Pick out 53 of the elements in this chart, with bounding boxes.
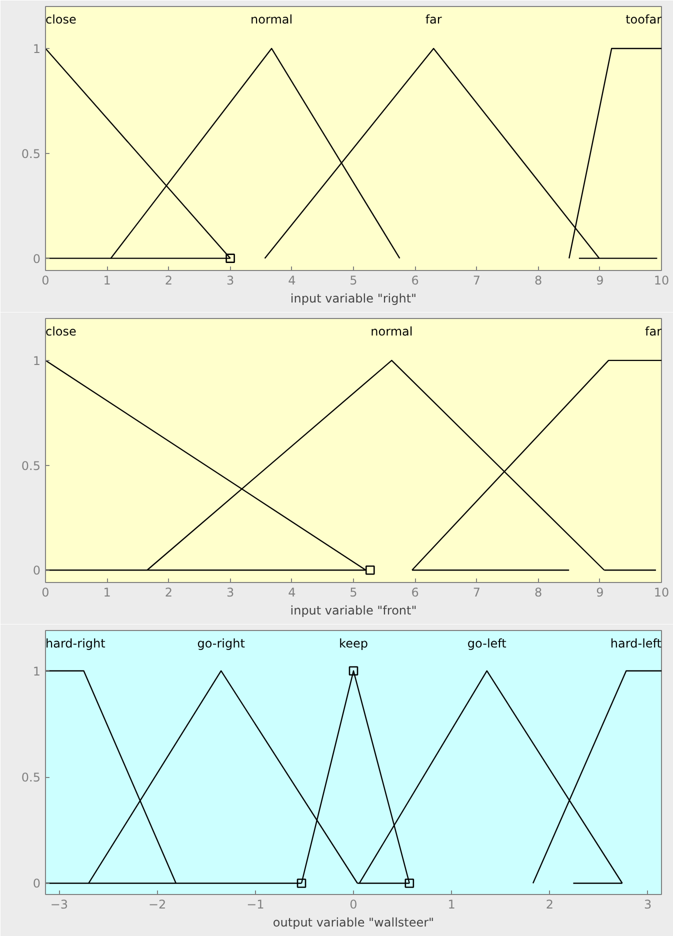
x-tick-label: 6 xyxy=(411,274,419,288)
x-tick-label: 1 xyxy=(103,274,111,288)
x-tick-label: 9 xyxy=(596,586,604,600)
x-tick-label: 1 xyxy=(103,586,111,600)
y-tick-label: 1 xyxy=(32,664,41,678)
x-tick-label: 5 xyxy=(350,274,358,288)
text: normal xyxy=(250,12,293,26)
text: go-right xyxy=(197,636,246,650)
x-tick-label: 10 xyxy=(654,586,670,600)
x-tick-label: 1 xyxy=(448,898,456,912)
x-tick-label: 2 xyxy=(164,586,173,600)
x-tick-label: 8 xyxy=(534,274,542,288)
x-axis-title: output variable "wallsteer" xyxy=(272,916,434,930)
x-tick-label: 5 xyxy=(350,586,358,600)
x-tick-label: 7 xyxy=(472,586,481,600)
x-tick-label: 3 xyxy=(226,274,234,288)
x-tick-label: −3 xyxy=(50,898,68,912)
x-tick-label: −2 xyxy=(148,898,166,912)
x-tick-label: 9 xyxy=(596,274,604,288)
x-tick-label: 4 xyxy=(288,274,296,288)
x-tick-label: 7 xyxy=(472,274,481,288)
x-tick-label: 8 xyxy=(534,586,542,600)
series-label: close xyxy=(46,12,76,26)
series-label: far xyxy=(644,324,662,338)
x-tick-label: 3 xyxy=(226,586,234,600)
x-axis-title: input variable "right" xyxy=(290,292,417,306)
y-tick-label: 1 xyxy=(32,42,41,56)
text: normal xyxy=(370,324,413,338)
y-tick-label: 0 xyxy=(32,564,41,578)
text: go-left xyxy=(467,636,507,650)
x-axis-title: input variable "front" xyxy=(290,604,417,618)
y-tick-label: 1 xyxy=(32,354,41,368)
x-tick-label: 6 xyxy=(411,586,419,600)
x-tick-label: 2 xyxy=(546,898,554,912)
series-label: hard-left xyxy=(610,636,662,650)
x-tick-label: −1 xyxy=(246,898,264,912)
y-tick-label: 0.5 xyxy=(21,458,41,473)
y-tick-label: 0.5 xyxy=(21,146,41,161)
x-tick-label: 2 xyxy=(164,274,173,288)
series-label: hard-right xyxy=(46,636,106,650)
text: keep xyxy=(339,636,368,650)
x-tick-label: 10 xyxy=(654,274,670,288)
series-label: close xyxy=(46,324,76,338)
y-tick-label: 0 xyxy=(32,252,41,266)
x-tick-label: 4 xyxy=(288,586,296,600)
x-tick-label: 0 xyxy=(42,586,50,600)
x-tick-label: 0 xyxy=(350,898,358,912)
y-tick-label: 0 xyxy=(32,876,41,891)
x-tick-label: 0 xyxy=(42,274,50,288)
x-tick-label: 3 xyxy=(644,898,652,912)
y-tick-label: 0.5 xyxy=(21,770,41,785)
series-label: toofar xyxy=(626,12,662,26)
series-label: far xyxy=(425,12,442,26)
